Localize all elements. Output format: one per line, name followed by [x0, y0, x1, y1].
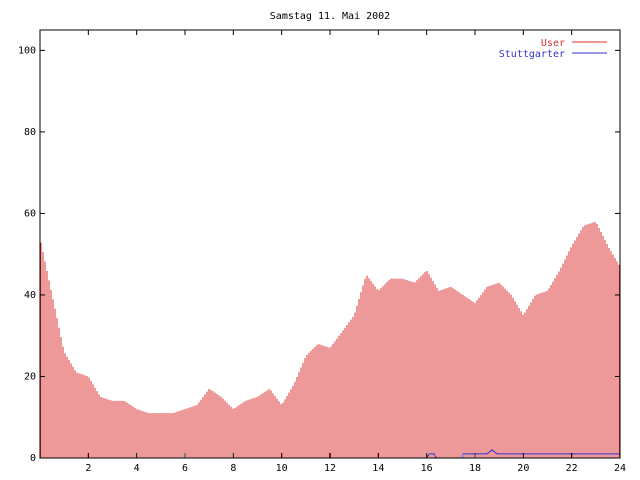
- y-axis: 0 20 40 60 80 100: [18, 45, 620, 464]
- y-tick-label-20: 20: [24, 371, 36, 382]
- y-tick-label-80: 80: [24, 127, 36, 138]
- x-tick-label-2: 2: [85, 463, 91, 474]
- x-tick-label-24: 24: [614, 463, 626, 474]
- x-tick-label-14: 14: [372, 463, 384, 474]
- legend: User Stuttgarter: [499, 38, 607, 60]
- x-axis: 2 4 6 8 10 12 14 16 18 20 22 24: [85, 30, 626, 474]
- x-tick-label-6: 6: [182, 463, 188, 474]
- x-tick-label-16: 16: [421, 463, 433, 474]
- legend-label-stuttgarter: Stuttgarter: [499, 49, 565, 60]
- chart-title: Samstag 11. Mai 2002: [270, 11, 390, 22]
- y-tick-label-0: 0: [30, 453, 36, 464]
- x-tick-label-8: 8: [230, 463, 236, 474]
- x-tick-label-12: 12: [324, 463, 336, 474]
- series-user: [40, 221, 620, 458]
- x-tick-label-4: 4: [134, 463, 140, 474]
- y-tick-label-100: 100: [18, 45, 36, 56]
- y-tick-label-60: 60: [24, 208, 36, 219]
- legend-label-user: User: [541, 38, 565, 49]
- x-tick-label-20: 20: [517, 463, 529, 474]
- x-tick-label-22: 22: [566, 463, 578, 474]
- stuttgarter-line: [40, 449, 620, 459]
- series-stuttgarter: [40, 449, 620, 459]
- y-tick-label-40: 40: [24, 290, 36, 301]
- x-tick-label-18: 18: [469, 463, 481, 474]
- x-tick-label-10: 10: [276, 463, 288, 474]
